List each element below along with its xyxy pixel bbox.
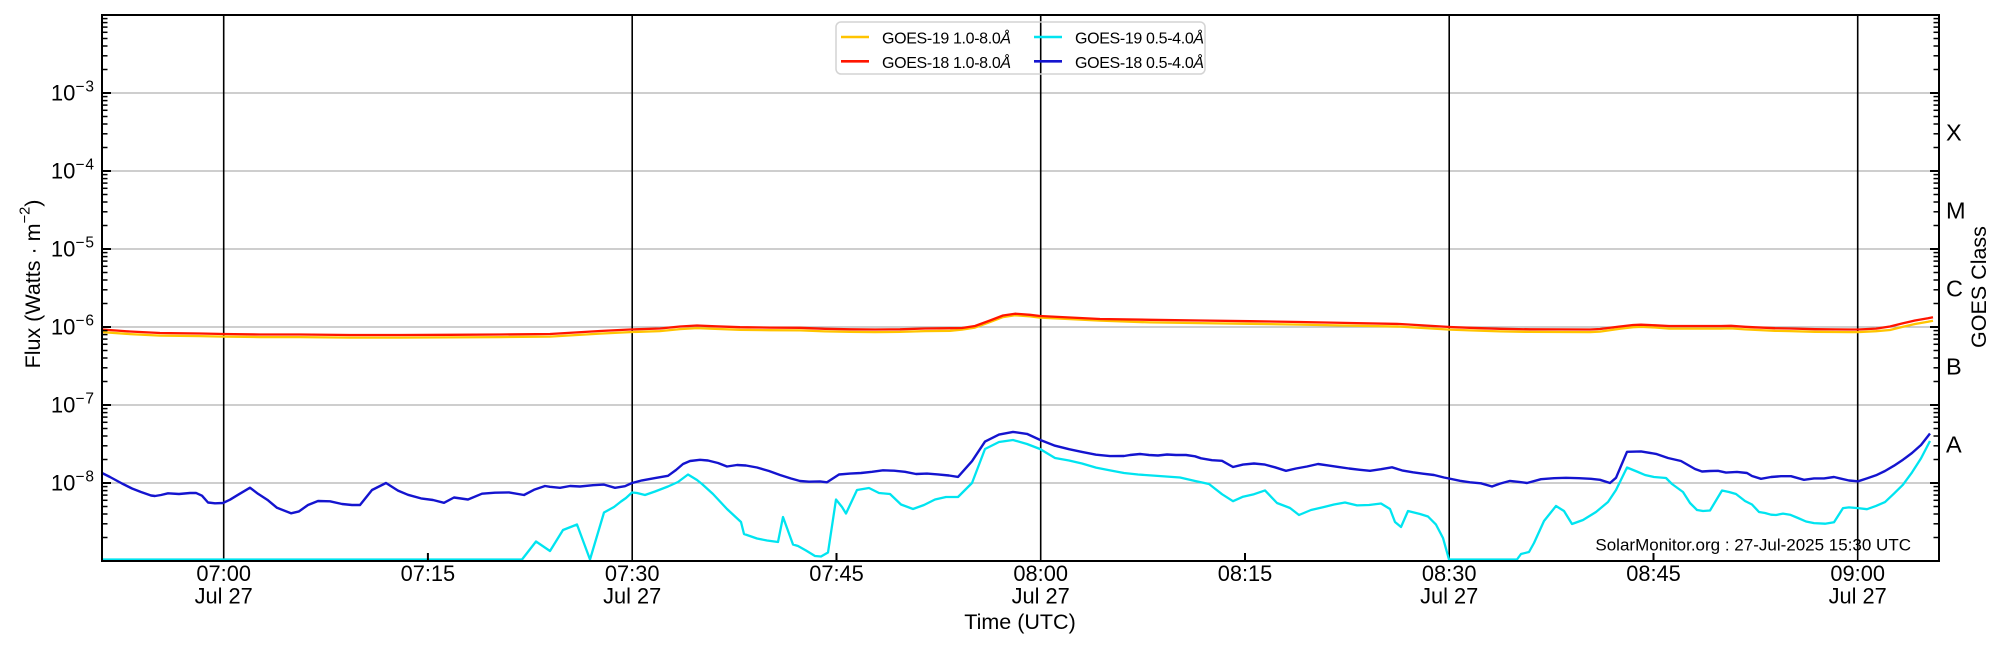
svg-text:Jul 27: Jul 27 — [195, 584, 253, 609]
svg-text:Jul 27: Jul 27 — [603, 584, 661, 609]
svg-text:09:00: 09:00 — [1830, 561, 1885, 586]
svg-text:08:15: 08:15 — [1218, 561, 1273, 586]
svg-text:08:45: 08:45 — [1626, 561, 1681, 586]
svg-text:M: M — [1946, 198, 1966, 224]
svg-text:SolarMonitor.org : 27-Jul-2025: SolarMonitor.org : 27-Jul-2025 15:30 UTC — [1595, 536, 1911, 555]
svg-text:Jul 27: Jul 27 — [1420, 584, 1478, 609]
svg-text:Time (UTC): Time (UTC) — [964, 610, 1075, 634]
svg-text:Flux (Watts · m−2): Flux (Watts · m−2) — [18, 200, 46, 369]
svg-text:Jul 27: Jul 27 — [1012, 584, 1070, 609]
svg-text:Jul 27: Jul 27 — [1829, 584, 1887, 609]
svg-text:A: A — [1946, 432, 1962, 458]
svg-text:08:00: 08:00 — [1013, 561, 1068, 586]
svg-text:GOES-18 0.5-4.0Å: GOES-18 0.5-4.0Å — [1075, 53, 1204, 72]
svg-text:B: B — [1946, 354, 1962, 380]
svg-text:10−4: 10−4 — [51, 157, 95, 184]
svg-text:GOES-19 0.5-4.0Å: GOES-19 0.5-4.0Å — [1075, 29, 1204, 48]
svg-text:07:45: 07:45 — [809, 561, 864, 586]
svg-text:X: X — [1946, 120, 1962, 146]
svg-text:C: C — [1946, 276, 1963, 302]
svg-text:GOES-19 1.0-8.0Å: GOES-19 1.0-8.0Å — [882, 29, 1011, 48]
svg-text:GOES Class: GOES Class — [1967, 226, 1991, 348]
svg-text:07:15: 07:15 — [401, 561, 456, 586]
svg-text:07:00: 07:00 — [196, 561, 251, 586]
svg-text:07:30: 07:30 — [605, 561, 660, 586]
svg-text:08:30: 08:30 — [1422, 561, 1477, 586]
svg-text:GOES-18 1.0-8.0Å: GOES-18 1.0-8.0Å — [882, 53, 1011, 72]
svg-text:10−8: 10−8 — [51, 469, 95, 496]
